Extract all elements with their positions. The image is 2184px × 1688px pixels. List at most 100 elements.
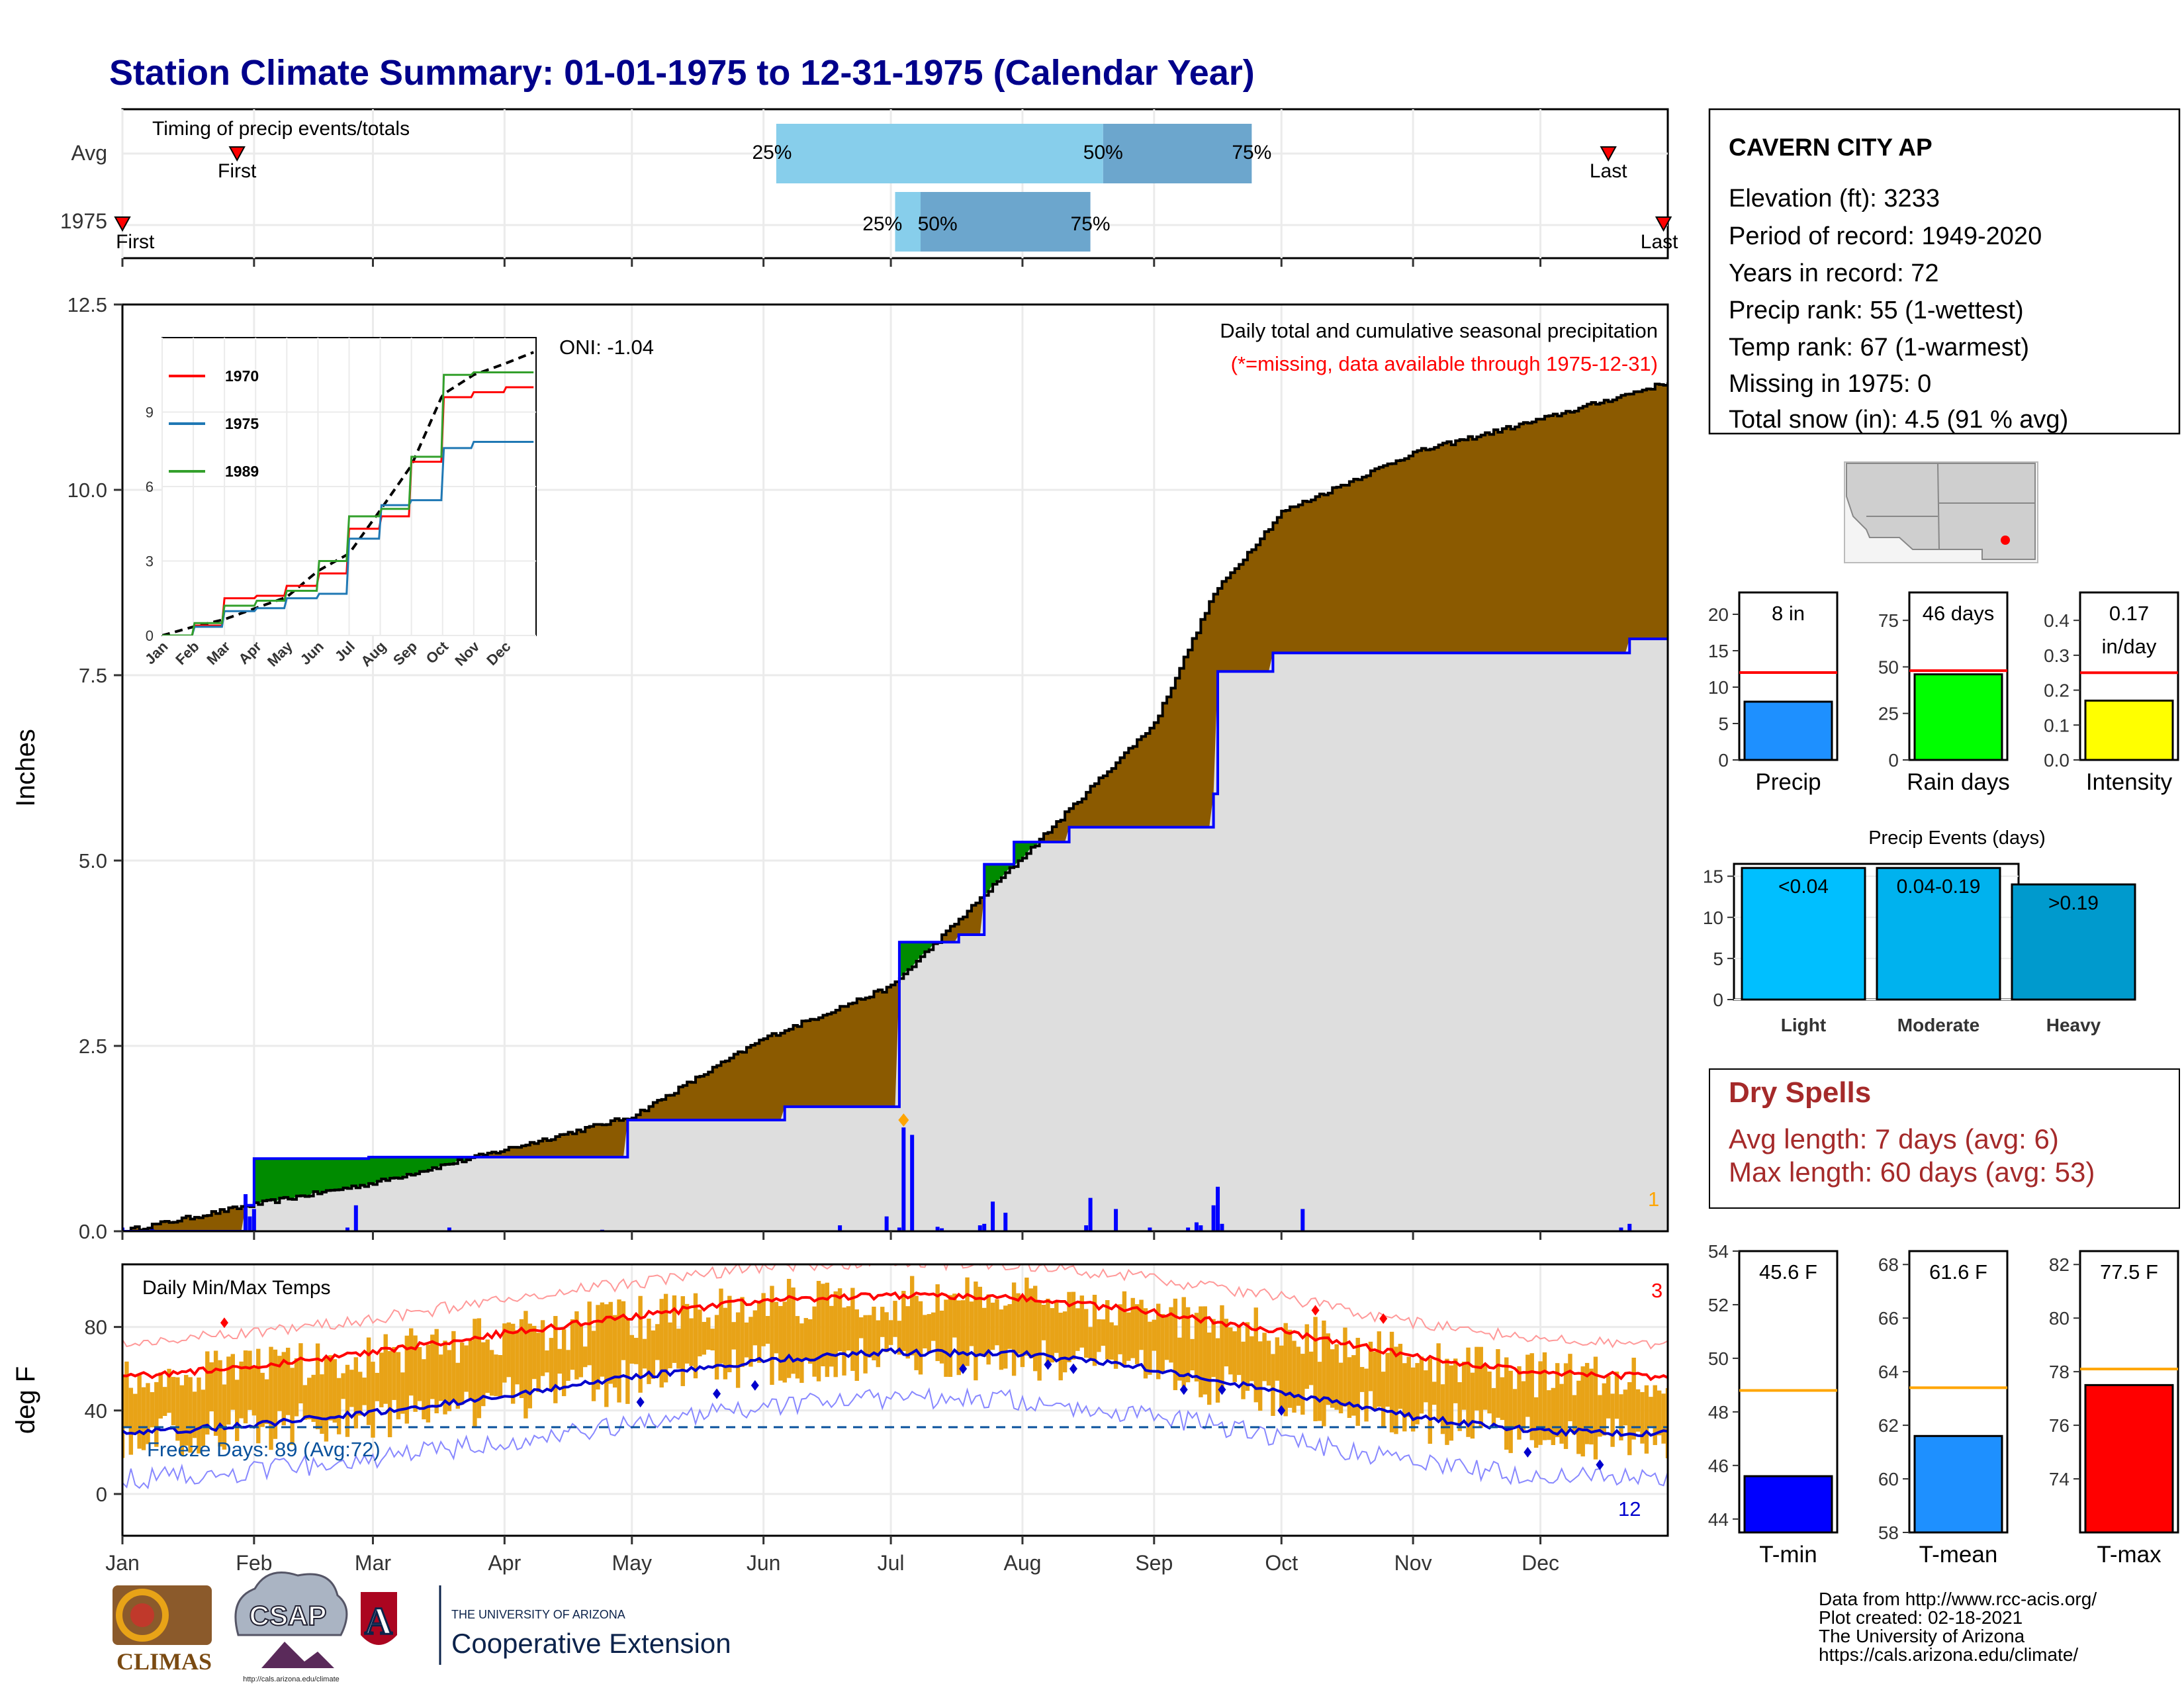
daily-temp-bar — [218, 1360, 222, 1447]
daily-temp-bar — [1062, 1311, 1068, 1373]
daily-temp-bar — [549, 1338, 554, 1391]
summary-ytick-label: 0.0 — [2044, 750, 2070, 771]
daily-temp-bar — [1054, 1301, 1059, 1353]
summary-ytick-label: 60 — [1878, 1469, 1899, 1489]
daily-temp-bar — [765, 1315, 770, 1344]
daily-temp-bar — [1105, 1300, 1110, 1360]
daily-temp-bar — [459, 1342, 465, 1405]
year-p50-label: 50% — [918, 213, 958, 235]
daily-precip-bar — [248, 1216, 252, 1231]
daily-temp-bar — [515, 1330, 520, 1385]
daily-precip-bar — [978, 1225, 982, 1231]
timing-row-year: 1975 — [60, 209, 107, 233]
daily-temp-bar — [659, 1299, 664, 1388]
daily-temp-bar — [1134, 1304, 1140, 1364]
daily-temp-bar — [965, 1277, 970, 1366]
daily-temp-bar — [680, 1296, 685, 1386]
month-label: Feb — [236, 1551, 272, 1575]
daily-temp-bar — [723, 1307, 728, 1380]
daily-temp-bar — [1287, 1329, 1293, 1408]
station-snow: Total snow (in): 4.5 (91 % avg) — [1729, 406, 2068, 434]
daily-temp-bar — [647, 1319, 651, 1384]
daily-precip-bar — [1211, 1205, 1216, 1231]
daily-temp-bar — [1126, 1312, 1131, 1361]
daily-temp-bar — [982, 1307, 987, 1357]
summary-value-label: 77.5 F — [2100, 1260, 2158, 1284]
summary-value-label: 8 in — [1772, 602, 1805, 625]
daily-temp-bar — [1572, 1395, 1577, 1435]
station-precip-rank: Precip rank: 55 (1-wettest) — [1729, 297, 2024, 324]
daily-temp-bar — [251, 1366, 257, 1416]
daily-temp-bar — [1593, 1356, 1598, 1460]
ua-logo-small-text: THE UNIVERSITY OF ARIZONA — [451, 1608, 625, 1621]
daily-temp-bar — [1067, 1291, 1071, 1362]
daily-temp-bar — [1487, 1371, 1492, 1414]
summary-ytick-label: 0.1 — [2044, 715, 2070, 735]
daily-temp-bar — [451, 1331, 456, 1402]
year-first-marker — [114, 216, 131, 232]
record-low-marker — [1179, 1384, 1188, 1395]
daily-temp-bar — [1152, 1319, 1157, 1351]
event-bar-heavy — [2011, 883, 2136, 1001]
daily-temp-bar — [986, 1294, 991, 1365]
daily-temp-bar — [443, 1340, 447, 1415]
dry-spells-box: Dry Spells Avg length: 7 days (avg: 6) M… — [1709, 1068, 2180, 1209]
year-q2-bar — [920, 192, 1091, 252]
daily-temp-bar — [812, 1306, 817, 1377]
daily-temp-bar — [608, 1301, 613, 1384]
summary-value-bar — [1743, 700, 1833, 761]
daily-temp-bar — [1635, 1389, 1641, 1432]
month-label: Aug — [1003, 1551, 1041, 1575]
daily-temp-bar — [1355, 1337, 1360, 1426]
precip-legend-title: Daily total and cumulative seasonal prec… — [1220, 319, 1658, 342]
summary-value-label: 46 days — [1923, 602, 1995, 625]
daily-temp-bar — [1118, 1304, 1122, 1354]
events-title: Precip Events (days) — [1868, 827, 2046, 849]
daily-temp-bar — [545, 1350, 549, 1373]
daily-temp-bar — [621, 1301, 626, 1360]
daily-temp-bar — [1266, 1340, 1271, 1386]
daily-temp-bar — [1097, 1319, 1101, 1352]
daily-temp-bar — [1580, 1366, 1585, 1457]
daily-temp-bar — [625, 1319, 630, 1404]
daily-temp-bar — [162, 1387, 167, 1416]
record-low-marker — [751, 1380, 759, 1391]
daily-temp-bar — [141, 1387, 146, 1450]
daily-temp-bar — [1551, 1387, 1555, 1446]
daily-temp-bar — [464, 1345, 469, 1392]
year-cumulative-line — [122, 637, 1668, 1231]
daily-temp-bar — [863, 1315, 868, 1374]
daily-precip-bar — [901, 1127, 906, 1231]
dry-spells-max: Max length: 60 days (avg: 53) — [1729, 1156, 2095, 1188]
daily-temp-bar — [1410, 1367, 1416, 1432]
summary-ytick-label: 64 — [1878, 1362, 1899, 1382]
daily-temp-bar — [651, 1330, 656, 1379]
daily-temp-bar — [290, 1368, 295, 1445]
daily-precip-bar — [345, 1227, 349, 1231]
daily-temp-bar — [1164, 1315, 1169, 1360]
daily-precip-bar — [1619, 1227, 1623, 1231]
daily-precip-bar — [1300, 1209, 1305, 1231]
record-high-count: 3 — [1651, 1279, 1662, 1302]
timing-panel: Timing of precip events/totals Avg 1975 … — [60, 108, 1678, 259]
daily-temp-bar — [1279, 1345, 1284, 1411]
record-max-line — [122, 1264, 1668, 1350]
daily-temp-bar — [1343, 1327, 1347, 1407]
daily-record-marker — [898, 1113, 909, 1127]
daily-temp-bar — [277, 1356, 282, 1411]
month-label: Jan — [105, 1551, 140, 1575]
daily-temp-bar — [570, 1319, 575, 1370]
daily-temp-bar — [353, 1357, 359, 1429]
month-label: May — [612, 1551, 652, 1575]
daily-temp-bar — [1619, 1394, 1623, 1441]
daily-temp-bar — [201, 1389, 206, 1446]
locator-map — [1844, 461, 2038, 563]
daily-temp-bar — [799, 1323, 804, 1383]
daily-temp-bar — [897, 1321, 902, 1355]
daily-temp-bar — [366, 1337, 371, 1425]
daily-temp-bar — [1364, 1368, 1369, 1422]
summary-ytick-label: 78 — [2049, 1362, 2070, 1382]
events-ytick-label: 10 — [1703, 908, 1723, 928]
events-ytick-label: 15 — [1703, 867, 1723, 887]
